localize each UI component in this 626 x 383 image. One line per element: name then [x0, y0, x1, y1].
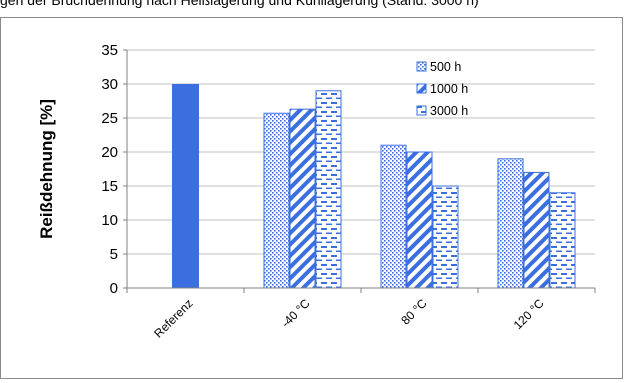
y-tick-label: 35: [101, 42, 118, 59]
legend-label: 3000 h: [430, 104, 468, 118]
y-tick-label: 30: [101, 76, 118, 93]
y-tick-label: 25: [101, 110, 118, 127]
x-tick-label: 80 °C: [398, 296, 429, 327]
bar-3000h-3: [549, 192, 576, 289]
y-tick-label: 5: [110, 246, 118, 263]
legend-label: 500 h: [430, 60, 461, 74]
bar-500h-3: [497, 158, 524, 289]
y-tick-label: 0: [110, 280, 118, 297]
legend-swatch: [416, 105, 427, 116]
y-tick-label: 15: [101, 178, 118, 195]
bar-3000h-2: [432, 185, 459, 289]
x-tick-label: Referenz: [151, 296, 195, 340]
x-tick-label: -40 °C: [279, 296, 313, 330]
chart-frame: [0, 17, 623, 379]
bar-1000h-2: [406, 151, 433, 289]
figure-caption: gen der Bruchdehnung nach Heißlagerung u…: [0, 0, 479, 8]
y-tick-label: 20: [101, 144, 118, 161]
bar-500h-2: [380, 144, 407, 289]
y-tick-label: 10: [101, 212, 118, 229]
bar-500h-1: [263, 112, 290, 289]
bar-3000h-1: [315, 90, 342, 289]
y-axis-label: Reißdehnung [%]: [37, 99, 56, 239]
bar-1000h-1: [289, 108, 316, 289]
bar-referenz: [172, 84, 199, 288]
x-tick-label: 120 °C: [511, 296, 547, 332]
legend-swatch: [416, 61, 427, 72]
bar-1000h-3: [523, 171, 550, 289]
legend-swatch: [416, 83, 427, 94]
legend-label: 1000 h: [430, 82, 468, 96]
